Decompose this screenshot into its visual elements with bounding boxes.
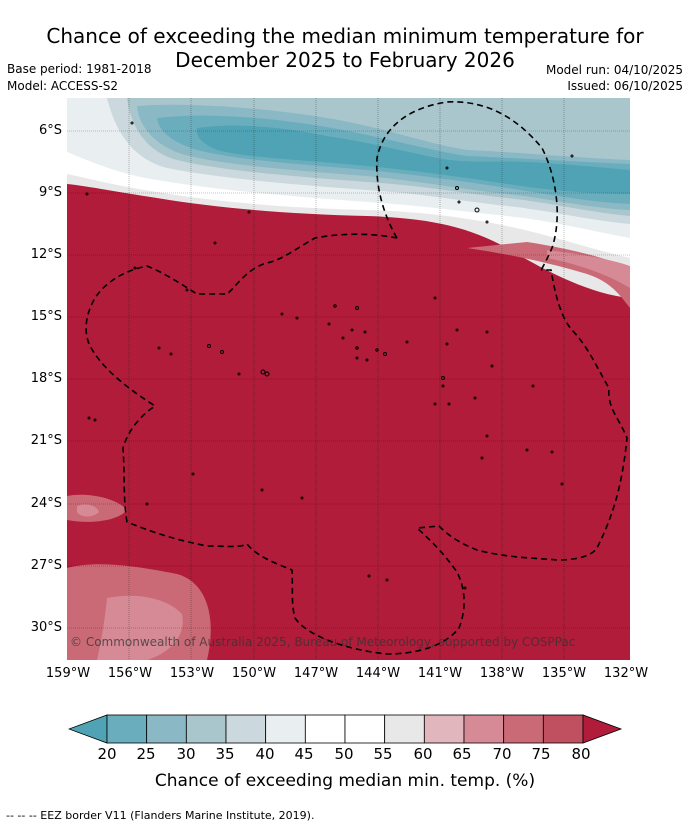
copyright-note: © Commonwealth of Australia 2025, Bureau… <box>70 635 575 649</box>
contour-20 <box>196 125 630 194</box>
chart-title-line-1: Chance of exceeding the median minimum t… <box>46 24 644 48</box>
base-period: Base period: 1981-2018 <box>7 62 152 76</box>
colorbar-low-extension <box>68 714 108 744</box>
colorbar-tick: 70 <box>492 745 512 763</box>
colorbar <box>68 714 623 744</box>
probability-map: © Commonwealth of Australia 2025, Bureau… <box>67 98 630 660</box>
colorbar-cell <box>463 714 505 744</box>
eez-borders <box>85 101 628 655</box>
colorbar-tick: 45 <box>294 745 314 763</box>
colorbar-cells <box>68 714 623 744</box>
colorbar-label: Chance of exceeding median min. temp. (%… <box>154 771 536 791</box>
lat-label: 18°S <box>30 371 62 386</box>
lon-label: 153°W <box>169 666 215 681</box>
colorbar-cell <box>106 714 148 744</box>
colorbar-tick: 30 <box>176 745 196 763</box>
colorbar-tick: 60 <box>413 745 433 763</box>
colorbar-cell <box>265 714 306 744</box>
colorbar-tick: 75 <box>531 745 551 763</box>
lat-label: 30°S <box>30 620 62 635</box>
colorbar-cell <box>542 714 584 744</box>
colorbar-cell <box>423 714 465 744</box>
patch-sw-light <box>97 595 183 660</box>
lat-label: 24°S <box>30 496 62 511</box>
lon-label: 144°W <box>355 666 401 681</box>
colorbar-tick: 80 <box>571 745 591 763</box>
colorbar-cell <box>304 714 346 744</box>
eez-border-marquesas <box>375 101 558 271</box>
lon-label: 159°W <box>45 666 91 681</box>
lon-label: 138°W <box>479 666 525 681</box>
lat-label: 9°S <box>38 185 62 200</box>
colorbar-cell <box>344 714 386 744</box>
colorbar-tick: 65 <box>452 745 472 763</box>
colorbar-tick: 35 <box>215 745 235 763</box>
colorbar-tick: 50 <box>334 745 354 763</box>
patch-sw-light2 <box>77 504 99 517</box>
colorbar-tick: 40 <box>255 745 275 763</box>
colorbar-cell <box>384 714 425 744</box>
graticule <box>67 98 630 660</box>
lon-label: 156°W <box>107 666 153 681</box>
colorbar-cell <box>146 714 187 744</box>
lat-label: 15°S <box>30 309 62 324</box>
lat-label: 6°S <box>38 123 62 138</box>
chart-title-line-2: December 2025 to February 2026 <box>175 48 515 72</box>
colorbar-cell <box>225 714 267 744</box>
colorbar-tick: 25 <box>136 745 156 763</box>
lon-label: 135°W <box>541 666 587 681</box>
lon-label: 141°W <box>417 666 463 681</box>
eez-border-french-polynesia <box>85 233 628 655</box>
eez-legend: -- -- -- EEZ border V11 (Flanders Marine… <box>6 809 315 822</box>
model-run: Model run: 04/10/2025 <box>545 63 683 77</box>
lat-label: 12°S <box>30 247 62 262</box>
colorbar-cell <box>185 714 227 744</box>
colorbar-tick: 55 <box>373 745 393 763</box>
lon-label: 147°W <box>293 666 339 681</box>
model-name: Model: ACCESS-S2 <box>7 79 119 93</box>
islands <box>85 121 574 590</box>
lon-label: 132°W <box>603 666 649 681</box>
lat-label: 27°S <box>30 558 62 573</box>
colorbar-high-extension <box>582 714 623 744</box>
issued-date: Issued: 06/10/2025 <box>567 79 683 93</box>
lat-label: 21°S <box>30 433 62 448</box>
colorbar-tick: 20 <box>97 745 117 763</box>
contour-65-east <box>547 250 630 288</box>
colorbar-cell <box>503 714 544 744</box>
lon-label: 150°W <box>231 666 277 681</box>
